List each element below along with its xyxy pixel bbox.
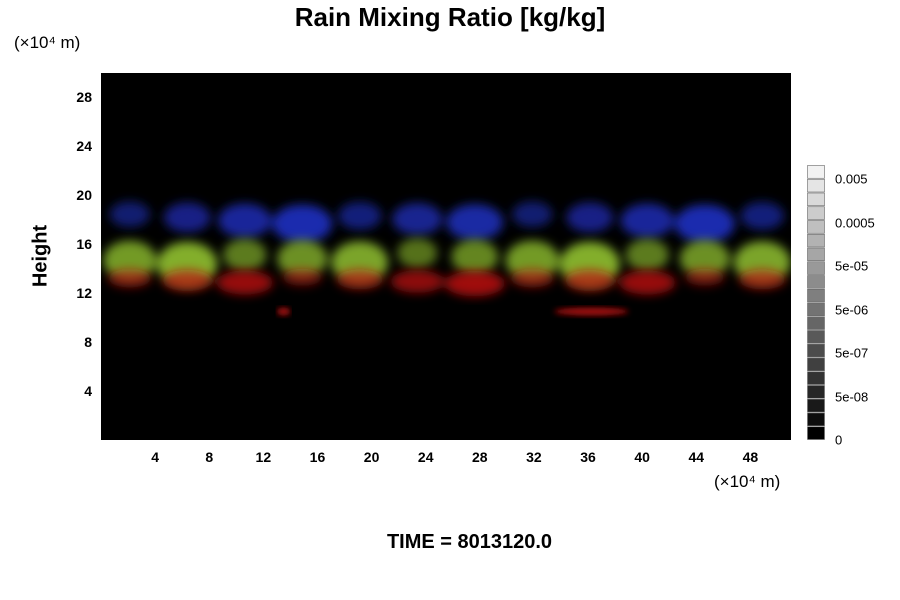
colorbar — [807, 165, 825, 440]
colorbar-segment — [807, 178, 825, 193]
colorbar-segment — [807, 426, 825, 440]
colorbar-tick-label: 5e-08 — [835, 389, 869, 404]
colorbar-segment — [807, 233, 825, 248]
y-tick-label: 24 — [76, 138, 92, 155]
x-tick-label: 28 — [472, 449, 488, 465]
x-tick-label: 12 — [255, 449, 272, 465]
feature-cell — [554, 307, 629, 316]
feature-cell — [740, 201, 785, 230]
feature-cell — [103, 240, 157, 281]
feature-cell — [282, 268, 323, 286]
colorbar-tick-label: 0.0005 — [835, 215, 875, 230]
x-axis-unit: (×10⁴ m) — [714, 472, 781, 491]
feature-cell — [392, 203, 443, 236]
time-annotation: TIME = 8013120.0 — [386, 531, 553, 553]
colorbar-segment — [807, 316, 825, 330]
feature-cell — [276, 307, 291, 316]
x-tick-label: 20 — [363, 449, 380, 465]
plot-area — [101, 73, 791, 440]
colorbar-segment — [807, 261, 825, 275]
feature-cell — [277, 239, 328, 278]
feature-cell — [505, 240, 559, 281]
y-tick-label: 20 — [76, 187, 92, 204]
feature-cell — [674, 204, 735, 243]
chart-title: Rain Mixing Ratio [kg/kg] — [294, 2, 606, 32]
feature-region — [107, 268, 786, 297]
colorbar-segment — [807, 302, 825, 317]
feature-cell — [564, 269, 615, 292]
colorbar-segment — [807, 220, 825, 234]
x-tick-label: 32 — [526, 449, 542, 465]
feature-cell — [679, 239, 730, 278]
feature-cell — [397, 238, 438, 269]
x-tick-label: 48 — [742, 449, 759, 465]
x-tick-label: 16 — [309, 449, 326, 465]
feature-cell — [566, 202, 614, 233]
feature-cell — [625, 238, 670, 272]
feature-cell — [620, 203, 674, 238]
feature-cell — [337, 201, 382, 230]
y-tick-label: 4 — [84, 383, 92, 400]
feature-cell — [222, 238, 267, 272]
colorbar-tick-label: 5e-07 — [835, 345, 869, 361]
x-tick-label: 40 — [634, 449, 650, 465]
colorbar-segment — [807, 330, 825, 344]
colorbar-segment — [807, 412, 825, 427]
feature-cell — [510, 269, 555, 288]
y-tick-label: 8 — [84, 334, 92, 351]
x-tick-label: 36 — [580, 449, 596, 465]
feature-cell — [336, 269, 384, 290]
feature-cell — [512, 201, 553, 228]
feature-cell — [218, 203, 272, 238]
colorbar-tick-label: 5e-05 — [835, 258, 869, 274]
colorbar-segment — [807, 371, 825, 385]
colorbar-segment — [807, 275, 825, 289]
feature-cell — [738, 269, 786, 290]
colorbar-segment — [807, 357, 825, 372]
x-tick-label: 4 — [151, 449, 160, 465]
feature-cell — [390, 270, 444, 293]
x-tick-label: 24 — [417, 449, 434, 465]
x-tick-label: 8 — [205, 449, 214, 465]
feature-cell — [107, 269, 152, 288]
feature-cell — [162, 269, 213, 292]
feature-cell — [272, 204, 333, 243]
x-tick-label: 44 — [688, 449, 705, 465]
colorbar-tick-label: 0.005 — [835, 171, 868, 187]
colorbar-tick-label: 5e-06 — [835, 302, 869, 317]
feature-cell — [109, 201, 150, 228]
colorbar-segment — [807, 398, 825, 413]
y-axis-label: Height — [29, 224, 52, 288]
precipitation-features — [103, 201, 791, 316]
feature-region — [554, 307, 629, 316]
feature-cell — [163, 202, 211, 233]
colorbar-segment — [807, 385, 825, 399]
colorbar-tick-label: 0 — [835, 432, 843, 448]
y-axis-unit: (×10⁴ m) — [14, 33, 81, 52]
feature-cell — [451, 239, 499, 275]
heatmap-canvas — [101, 73, 791, 440]
colorbar-segment — [807, 206, 825, 220]
feature-cell — [446, 204, 504, 241]
colorbar-segment — [807, 343, 825, 358]
colorbar-segment — [807, 247, 825, 262]
feature-cell — [444, 270, 505, 297]
feature-cell — [618, 270, 676, 295]
colorbar-segment — [807, 192, 825, 207]
feature-region — [109, 201, 785, 243]
plot-background — [101, 73, 791, 440]
feature-region — [276, 307, 291, 316]
y-tick-label: 12 — [76, 285, 92, 302]
y-tick-label: 28 — [76, 89, 92, 106]
colorbar-segment — [807, 165, 825, 179]
colorbar-segment — [807, 288, 825, 303]
feature-cell — [684, 268, 725, 286]
y-tick-label: 16 — [76, 236, 92, 253]
feature-cell — [216, 270, 274, 295]
